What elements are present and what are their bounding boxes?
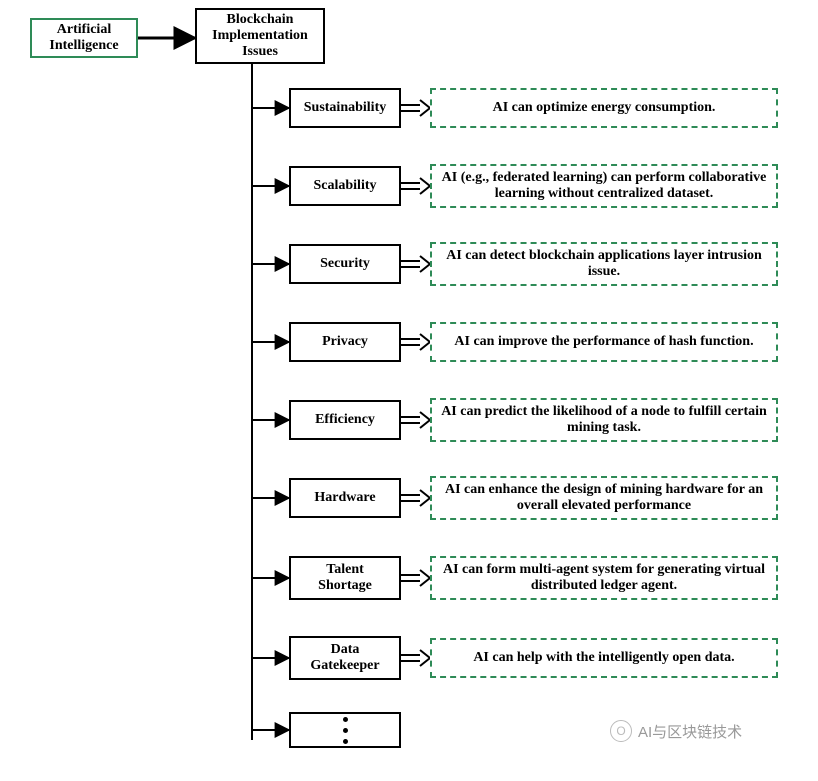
issue-node-sustainability: Sustainability: [289, 88, 401, 128]
issue-label: Scalability: [313, 178, 376, 194]
issue-desc-talent_shortage: AI can form multi-agent system for gener…: [430, 556, 778, 600]
ellipsis-icon: [343, 717, 348, 744]
issue-label: Sustainability: [304, 100, 386, 116]
issue-desc-data_gatekeeper: AI can help with the intelligently open …: [430, 638, 778, 678]
issue-desc-text: AI can detect blockchain applications la…: [436, 248, 772, 280]
issue-label: Efficiency: [315, 412, 375, 428]
node-more-issues: [289, 712, 401, 748]
issue-desc-security: AI can detect blockchain applications la…: [430, 242, 778, 286]
watermark-icon: O: [610, 720, 632, 742]
watermark: O AI与区块链技术: [610, 720, 742, 742]
issue-desc-text: AI (e.g., federated learning) can perfor…: [436, 170, 772, 202]
issue-node-privacy: Privacy: [289, 322, 401, 362]
issue-desc-sustainability: AI can optimize energy consumption.: [430, 88, 778, 128]
issue-desc-text: AI can predict the likelihood of a node …: [436, 404, 772, 436]
issue-desc-hardware: AI can enhance the design of mining hard…: [430, 476, 778, 520]
issue-desc-text: AI can improve the performance of hash f…: [454, 334, 753, 350]
watermark-text: AI与区块链技术: [638, 721, 742, 742]
issue-label: Privacy: [322, 334, 368, 350]
issue-desc-text: AI can form multi-agent system for gener…: [436, 562, 772, 594]
issue-desc-scalability: AI (e.g., federated learning) can perfor…: [430, 164, 778, 208]
issue-node-efficiency: Efficiency: [289, 400, 401, 440]
node-label: ArtificialIntelligence: [49, 22, 118, 54]
issue-desc-text: AI can optimize energy consumption.: [493, 100, 716, 116]
issue-node-security: Security: [289, 244, 401, 284]
issue-node-hardware: Hardware: [289, 478, 401, 518]
issue-node-talent_shortage: TalentShortage: [289, 556, 401, 600]
node-label: BlockchainImplementationIssues: [212, 12, 308, 60]
issue-desc-privacy: AI can improve the performance of hash f…: [430, 322, 778, 362]
node-artificial-intelligence: ArtificialIntelligence: [30, 18, 138, 58]
issue-node-scalability: Scalability: [289, 166, 401, 206]
node-blockchain-implementation-issues: BlockchainImplementationIssues: [195, 8, 325, 64]
issue-desc-text: AI can enhance the design of mining hard…: [436, 482, 772, 514]
issue-label: Security: [320, 256, 370, 272]
issue-desc-efficiency: AI can predict the likelihood of a node …: [430, 398, 778, 442]
issue-desc-text: AI can help with the intelligently open …: [473, 650, 734, 666]
issue-label: Hardware: [314, 490, 375, 506]
issue-node-data_gatekeeper: DataGatekeeper: [289, 636, 401, 680]
issue-label: DataGatekeeper: [310, 642, 379, 674]
issue-label: TalentShortage: [318, 562, 372, 594]
